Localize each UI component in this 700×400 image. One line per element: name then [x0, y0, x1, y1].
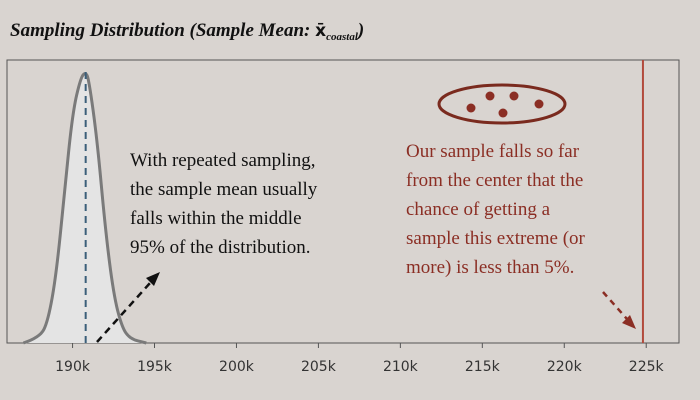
right-annotation-line: Our sample falls so far [406, 141, 580, 162]
x-tick-label: 210k [383, 359, 419, 375]
left-annotation-line: the sample mean usually [130, 179, 318, 200]
right-annotation: Our sample falls so far from the center … [406, 141, 586, 278]
x-tick-label: 200k [219, 359, 255, 375]
right-annotation-line: more) is less than 5%. [406, 257, 574, 278]
left-annotation-line: 95% of the distribution. [130, 237, 310, 258]
left-annotation-arrow [96, 272, 160, 343]
left-annotation-line: falls within the middle [130, 208, 302, 229]
x-tick-label: 190k [55, 359, 91, 375]
right-annotation-line: chance of getting a [406, 199, 551, 220]
dots-ellipse-icon [437, 83, 567, 125]
left-annotation-line: With repeated sampling, [130, 150, 315, 171]
x-axis-ticks: 190k 195k 200k 205k 210k 215k 220k 225k [55, 343, 665, 375]
x-tick-label: 195k [137, 359, 173, 375]
x-tick-label: 225k [629, 359, 665, 375]
plot-frame [6, 59, 680, 344]
right-annotation-line: from the center that the [406, 170, 583, 191]
x-tick-label: 220k [547, 359, 583, 375]
right-annotation-line: sample this extreme (or [406, 228, 586, 249]
left-annotation: With repeated sampling, the sample mean … [130, 150, 318, 258]
right-annotation-arrow [602, 291, 636, 329]
x-tick-label: 215k [465, 359, 501, 375]
x-tick-label: 205k [301, 359, 337, 375]
chart-title: Sampling Distribution (Sample Mean: x̄co… [10, 20, 365, 43]
